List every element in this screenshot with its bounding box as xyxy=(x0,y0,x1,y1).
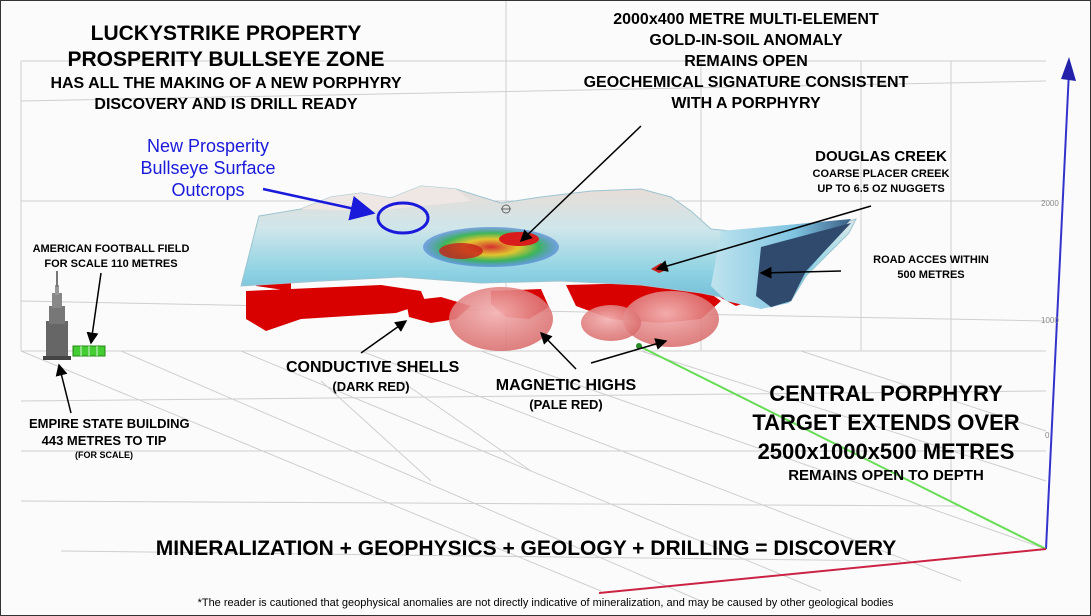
empire-line-3: (FOR SCALE) xyxy=(75,450,133,460)
anomaly-line-4: GEOCHEMICAL SIGNATURE CONSISTENT xyxy=(583,74,909,91)
anomaly-line-2: GOLD-IN-SOIL ANOMALY xyxy=(649,32,843,49)
title-line-1: LUCKYSTRIKE PROPERTY xyxy=(90,22,362,45)
anomaly-line-5: WITH A PORPHYRY xyxy=(671,95,821,112)
magnetic-line-1: MAGNETIC HIGHS xyxy=(495,377,637,394)
title-block: LUCKYSTRIKE PROPERTY PROSPERITY BULLSEYE… xyxy=(36,21,416,115)
conductive-line-2: (DARK RED) xyxy=(332,379,410,394)
football-line-2: FOR SCALE 110 METRES xyxy=(44,258,178,270)
x-axis-line xyxy=(598,548,1047,594)
douglas-creek-label: DOUGLAS CREEK COARSE PLACER CREEK UP TO … xyxy=(791,147,971,197)
conductive-label: CONDUCTIVE SHELLS (DARK RED) xyxy=(286,357,460,395)
axis-origin xyxy=(636,343,642,349)
central-porphyry-block: CENTRAL PORPHYRY TARGET EXTENDS OVER 250… xyxy=(721,379,1051,486)
empire-label: EMPIRE STATE BUILDING 443 METRES TO TIP … xyxy=(29,415,190,461)
douglas-line-1: COARSE PLACER CREEK xyxy=(812,168,950,180)
central-line-4: REMAINS OPEN TO DEPTH xyxy=(788,467,984,484)
road-line-1: ROAD ACCES WITHIN xyxy=(873,254,989,266)
central-line-1: CENTRAL PORPHYRY xyxy=(769,381,1003,406)
z-tick-0: 0 xyxy=(1045,431,1050,440)
anomaly-line-1: 2000x400 METRE MULTI-ELEMENT xyxy=(613,11,879,28)
central-line-2: TARGET EXTENDS OVER xyxy=(752,410,1020,435)
anomaly-line-3: REMAINS OPEN xyxy=(684,53,808,70)
terrain-surface xyxy=(240,185,857,309)
football-field-icon xyxy=(72,345,106,357)
title-line-2: PROSPERITY BULLSEYE ZONE xyxy=(67,48,385,71)
central-line-3: 2500x1000x500 METRES xyxy=(757,439,1015,464)
leader-arrows xyxy=(55,125,872,414)
douglas-line-2: UP TO 6.5 OZ NUGGETS xyxy=(817,183,945,195)
magnetic-highs xyxy=(449,287,719,351)
outcrops-label: New Prosperity Bullseye Surface Outcrops xyxy=(113,135,303,201)
equation-banner: MINERALIZATION + GEOPHYSICS + GEOLOGY + … xyxy=(155,537,897,560)
anomaly-block: 2000x400 METRE MULTI-ELEMENT GOLD-IN-SOI… xyxy=(546,9,946,114)
empire-state-building-icon xyxy=(43,271,71,360)
z-tick-2000: 2000 xyxy=(1041,199,1059,208)
magnetic-label: MAGNETIC HIGHS (PALE RED) xyxy=(481,375,651,413)
outcrops-line-2: Bullseye Surface xyxy=(140,158,276,178)
z-axis-line xyxy=(1045,70,1070,550)
douglas-title: DOUGLAS CREEK xyxy=(815,148,947,165)
z-tick-1000: 1000 xyxy=(1041,316,1059,325)
z-axis-arrow xyxy=(1061,57,1076,81)
magnetic-line-2: (PALE RED) xyxy=(529,397,603,412)
empire-line-2: 443 METRES TO TIP xyxy=(41,433,167,448)
outcrops-line-1: New Prosperity xyxy=(146,136,270,156)
title-line-3: HAS ALL THE MAKING OF A NEW PORPHYRY xyxy=(50,75,402,92)
outcrop-circle xyxy=(376,201,430,235)
football-line-1: AMERICAN FOOTBALL FIELD xyxy=(32,243,190,255)
conductive-line-1: CONDUCTIVE SHELLS xyxy=(286,359,460,376)
disclaimer-footnote: *The reader is cautioned that geophysica… xyxy=(197,597,894,609)
title-line-4: DISCOVERY AND IS DRILL READY xyxy=(94,96,358,113)
road-label: ROAD ACCES WITHIN 500 METRES xyxy=(846,253,1016,283)
outcrops-line-3: Outcrops xyxy=(171,180,245,200)
football-label: AMERICAN FOOTBALL FIELD FOR SCALE 110 ME… xyxy=(26,242,196,272)
y-axis-line xyxy=(638,345,1047,550)
outcrop-arrow xyxy=(262,187,376,221)
empire-line-1: EMPIRE STATE BUILDING xyxy=(29,416,190,431)
road-line-2: 500 METRES xyxy=(897,269,965,281)
crosshair-marker xyxy=(501,204,511,214)
